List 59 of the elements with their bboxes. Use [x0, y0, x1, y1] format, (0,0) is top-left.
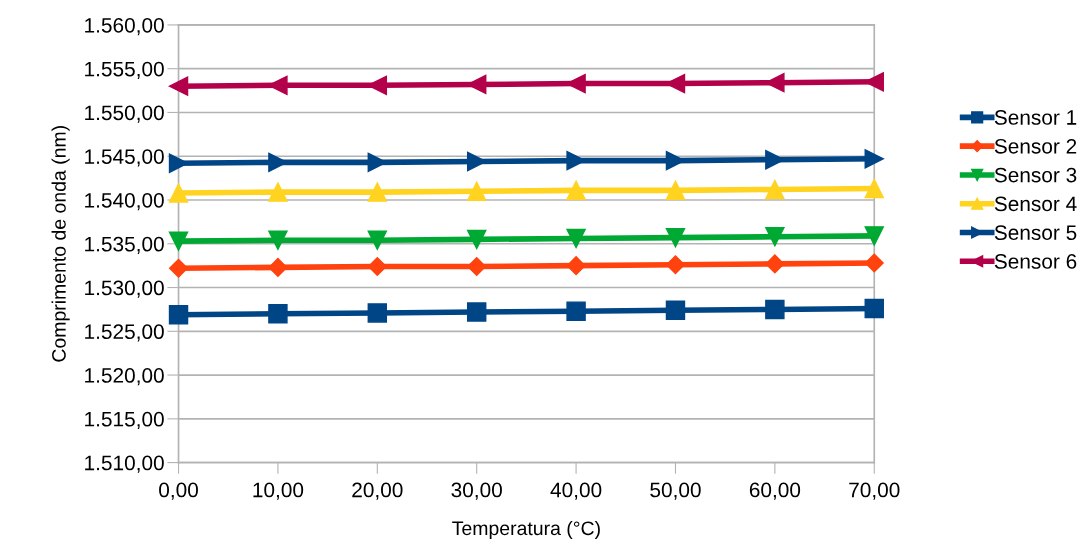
point [466, 302, 487, 322]
point [864, 226, 884, 246]
legend-label: Sensor 1 [994, 110, 1077, 125]
x-tick-label: 70,00 [849, 482, 900, 500]
y-tick-label: 1.515,00 [85, 411, 164, 430]
point [367, 230, 388, 250]
point [864, 149, 884, 169]
point [268, 257, 288, 277]
x-tick-label: 50,00 [650, 482, 701, 500]
point [566, 228, 586, 249]
y-axis-title: Comprimento de onda (nm) [51, 126, 70, 362]
point [864, 178, 884, 199]
x-tick-label: 30,00 [451, 482, 502, 500]
point [566, 301, 586, 321]
point [566, 180, 586, 201]
point [864, 298, 884, 319]
point [168, 76, 189, 96]
legend-label: Sensor 6 [994, 254, 1077, 269]
x-tick-label: 10,00 [253, 482, 304, 500]
point [466, 181, 487, 201]
point [467, 256, 487, 277]
point [367, 182, 388, 202]
legend-label: Sensor 5 [994, 225, 1077, 241]
point [367, 256, 387, 277]
x-tick-label: 40,00 [550, 482, 602, 500]
point [665, 300, 686, 321]
point [665, 180, 686, 201]
x-tick-label: 60,00 [749, 482, 801, 500]
legend-label: Sensor 4 [994, 196, 1077, 212]
point [367, 303, 388, 323]
point [665, 255, 686, 275]
legend-label: Sensor 3 [994, 167, 1077, 183]
point [268, 230, 288, 250]
x-axis-title: Temperatura (°C) [452, 520, 600, 540]
y-tick-label: 1.555,00 [85, 61, 164, 79]
point [268, 182, 288, 202]
point [168, 258, 189, 278]
point [765, 227, 785, 247]
point [566, 256, 586, 276]
y-tick-label: 1.550,00 [85, 105, 164, 123]
point [268, 304, 288, 324]
point [864, 253, 884, 273]
y-tick-label: 1.540,00 [85, 193, 164, 211]
y-tick-label: 1.545,00 [85, 149, 164, 167]
legend-label: Sensor 2 [994, 138, 1077, 154]
point [466, 229, 487, 250]
y-tick-label: 1.560,00 [85, 17, 164, 36]
y-tick-label: 1.535,00 [85, 236, 164, 254]
y-tick-label: 1.525,00 [85, 324, 164, 342]
point [168, 304, 189, 325]
x-tick-label: 20,00 [352, 482, 403, 500]
point [765, 254, 785, 274]
point [765, 179, 785, 200]
point [765, 299, 785, 320]
y-tick-label: 1.530,00 [85, 280, 164, 298]
y-tick-label: 1.520,00 [85, 368, 164, 386]
point [665, 227, 686, 248]
x-tick-label: 0,00 [159, 482, 198, 500]
y-tick-label: 1.510,00 [85, 455, 164, 473]
